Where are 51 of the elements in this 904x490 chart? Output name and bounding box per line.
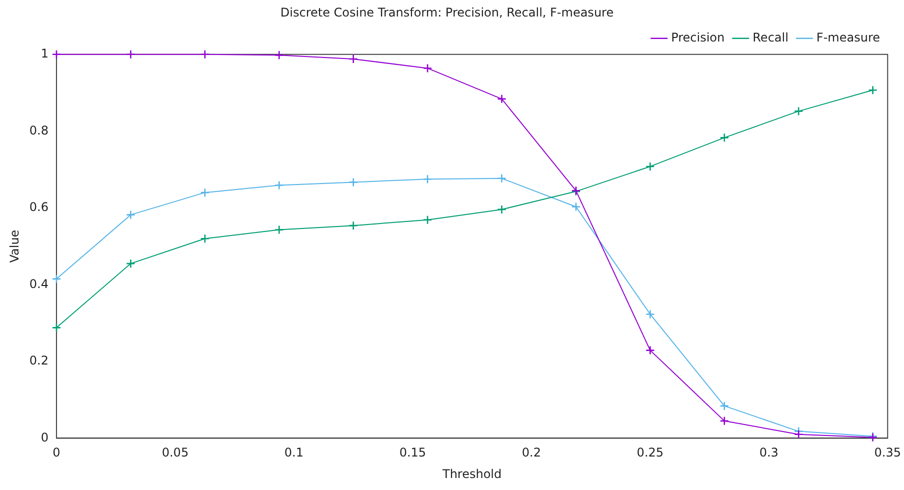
point	[868, 85, 878, 95]
point	[274, 180, 284, 190]
legend-label: F-measure	[816, 30, 880, 45]
point	[348, 220, 358, 230]
y-axis-title: Value	[7, 230, 22, 263]
point	[200, 188, 210, 198]
point	[348, 54, 358, 64]
point	[571, 202, 581, 212]
x-tick-label: 0.35	[874, 446, 901, 460]
point	[497, 174, 506, 184]
point	[422, 215, 432, 224]
x-tick-label: 0.3	[759, 446, 778, 460]
point	[422, 64, 432, 73]
y-tick-label: 1	[40, 46, 48, 61]
y-tick-label: 0.4	[29, 276, 48, 291]
x-tick-label: 0.2	[522, 446, 541, 460]
x-tick-label: 0.25	[636, 446, 664, 460]
point	[200, 234, 210, 244]
point	[497, 94, 506, 104]
x-tick-label: 0.05	[162, 446, 189, 460]
x-axis-title: Threshold	[441, 466, 502, 481]
point	[52, 323, 62, 332]
point	[126, 50, 136, 60]
point	[126, 210, 136, 220]
point	[794, 430, 804, 440]
y-tick-label: 0	[40, 430, 48, 444]
point	[274, 225, 284, 234]
point	[720, 133, 730, 142]
point	[646, 310, 655, 319]
point	[646, 162, 655, 172]
point	[720, 416, 730, 426]
chart-title: Discrete Cosine Transform: Precision, Recall, F-measure	[280, 5, 614, 20]
point	[52, 274, 62, 284]
y-tick-label: 0.8	[29, 123, 48, 138]
point	[794, 106, 804, 116]
x-tick-label: 0.1	[284, 446, 304, 460]
point	[52, 50, 62, 60]
point	[497, 204, 506, 214]
point	[422, 174, 432, 184]
x-tick-label: 0.15	[399, 446, 426, 460]
y-tick-label: 0.2	[29, 354, 48, 368]
point	[200, 50, 210, 60]
legend-label: Precision	[671, 30, 725, 45]
point	[646, 346, 655, 355]
point	[348, 178, 358, 187]
point	[720, 401, 730, 411]
point	[274, 50, 284, 60]
legend-label: Recall	[752, 30, 788, 45]
y-tick-label: 0.6	[29, 200, 48, 214]
x-tick-label: 0	[52, 446, 60, 460]
point	[126, 258, 136, 268]
